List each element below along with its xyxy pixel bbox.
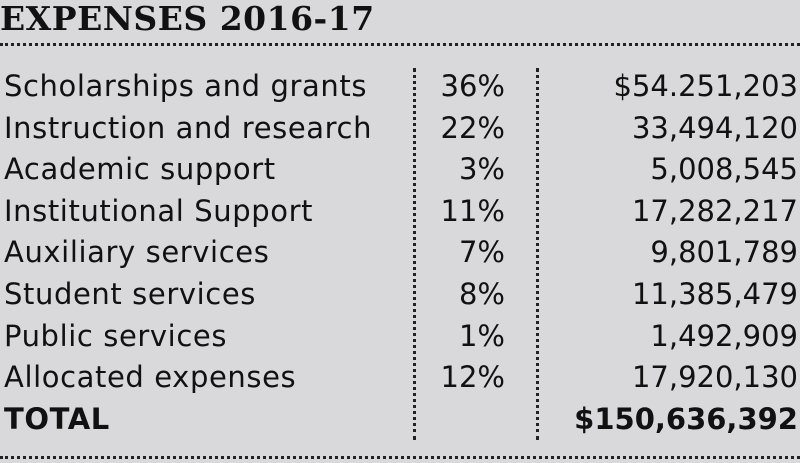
- total-row: TOTAL $150,636,392: [0, 399, 800, 441]
- expense-amount: 5,008,545: [650, 152, 798, 187]
- expense-amount: 1,492,909: [650, 318, 798, 353]
- expense-percent: 1%: [458, 318, 505, 353]
- top-dotted-divider: [0, 43, 800, 46]
- expense-category: Scholarships and grants: [4, 69, 368, 103]
- total-label: TOTAL: [4, 401, 110, 436]
- expense-amount: 17,282,217: [631, 193, 798, 228]
- table-title: EXPENSES 2016-17: [0, 0, 375, 38]
- expense-amount: 9,801,789: [650, 235, 798, 270]
- expense-category: Student services: [4, 276, 256, 311]
- table-row: Auxiliary services 7% 9,801,789: [0, 232, 800, 274]
- expense-category: Instruction and research: [4, 110, 373, 145]
- column-divider-percent-amount: [536, 68, 539, 440]
- table-row: Allocated expenses 12% 17,920,130: [0, 357, 800, 399]
- table-row: Instruction and research 22% 33,494,120: [0, 108, 800, 150]
- expense-category: Auxiliary services: [4, 235, 270, 270]
- expenses-table: Scholarships and grants 36% $54.251,203 …: [0, 66, 800, 440]
- expense-amount: 33,494,120: [631, 110, 798, 145]
- expense-percent: 22%: [440, 110, 505, 145]
- table-row: Institutional Support 11% 17,282,217: [0, 191, 800, 233]
- expense-percent: 8%: [458, 276, 505, 311]
- table-row: Scholarships and grants 36% $54.251,203: [0, 66, 800, 108]
- total-amount: $150,636,392: [574, 401, 798, 436]
- table-row: Public services 1% 1,492,909: [0, 316, 800, 358]
- expense-category: Academic support: [4, 152, 276, 187]
- column-divider-label-percent: [413, 68, 416, 440]
- expense-amount: 11,385,479: [631, 276, 798, 311]
- expense-category: Allocated expenses: [4, 360, 297, 395]
- expense-amount: $54.251,203: [613, 69, 799, 103]
- expense-percent: 36%: [440, 69, 505, 103]
- expense-percent: 3%: [458, 152, 505, 187]
- bottom-dotted-divider: [0, 456, 800, 459]
- table-row: Student services 8% 11,385,479: [0, 274, 800, 316]
- expense-amount: 17,920,130: [631, 360, 798, 395]
- expense-category: Public services: [4, 318, 228, 353]
- expense-percent: 11%: [440, 193, 505, 228]
- expense-percent: 7%: [458, 235, 505, 270]
- table-row: Academic support 3% 5,008,545: [0, 149, 800, 191]
- expense-percent: 12%: [440, 360, 505, 395]
- expense-category: Institutional Support: [4, 193, 314, 228]
